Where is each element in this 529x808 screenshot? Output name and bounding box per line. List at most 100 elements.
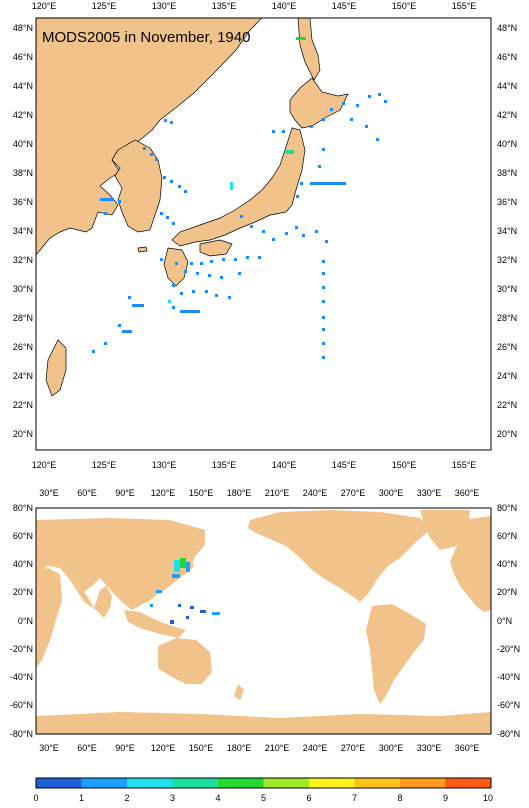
taiwan <box>45 339 67 397</box>
obs-cell <box>200 610 206 613</box>
colorbar-segment <box>400 778 446 788</box>
obs-cell <box>122 330 132 333</box>
obs-cell <box>92 350 95 353</box>
korean-peninsula <box>111 139 163 233</box>
obs-cell <box>322 286 325 289</box>
colorbar-label: 8 <box>397 793 402 803</box>
obs-cell <box>228 296 231 299</box>
lat-label: 0°N <box>497 616 512 626</box>
obs-cell <box>330 108 333 111</box>
obs-cell <box>150 153 153 156</box>
lon-label: 120°E <box>151 488 176 498</box>
obs-cell <box>196 272 199 275</box>
obs-cell <box>128 296 131 299</box>
top-map-lat-labels-left: 48°N 46°N 44°N 42°N 40°N 38°N 36°N 34°N … <box>13 23 33 439</box>
colorbar-segment <box>354 778 400 788</box>
hokkaido <box>289 77 349 129</box>
colorbar-frame <box>35 777 492 789</box>
obs-cell <box>190 262 193 265</box>
world-map-land <box>36 510 491 734</box>
lon-label: 180°E <box>227 488 252 498</box>
lat-label: 36°N <box>13 197 33 207</box>
antarctica <box>36 712 491 734</box>
lon-label: 145°E <box>332 1 357 11</box>
obs-cell <box>286 150 294 154</box>
obs-cell <box>220 276 223 279</box>
obs-cell <box>170 620 174 624</box>
lon-label: 330°E <box>417 743 442 753</box>
obs-cell <box>186 616 189 619</box>
sakhalin <box>297 17 321 81</box>
obs-cell <box>118 200 121 203</box>
colorbar-segment <box>309 778 355 788</box>
lat-label: 30°N <box>497 284 517 294</box>
lon-label: 135°E <box>212 460 237 470</box>
lon-label: 150°E <box>189 743 214 753</box>
colorbar-label: 7 <box>352 793 357 803</box>
obs-cell <box>222 258 225 261</box>
obs-cell <box>200 262 203 265</box>
lat-label: 22°N <box>13 400 33 410</box>
lon-label: 90°E <box>115 743 135 753</box>
top-map-lon-labels-bottom: 120°E 125°E 130°E 135°E 140°E 145°E 150°… <box>32 460 477 470</box>
greenland <box>420 510 470 550</box>
colorbar-segment <box>36 778 82 788</box>
obs-cell <box>172 284 175 287</box>
lon-label: 130°E <box>152 460 177 470</box>
obs-cell <box>246 256 249 259</box>
obs-cell <box>164 119 167 122</box>
lat-label: 20°N <box>13 429 33 439</box>
obs-cell <box>300 182 303 185</box>
lat-label: 34°N <box>13 226 33 236</box>
obs-cell <box>296 37 306 40</box>
obs-cell <box>356 104 359 107</box>
obs-cell <box>150 604 153 607</box>
top-map-lon-labels-top: 120°E 125°E 130°E 135°E 140°E 145°E 150°… <box>32 1 477 11</box>
colorbar-label: 5 <box>261 793 266 803</box>
obs-cell <box>322 356 325 359</box>
obs-cell <box>262 230 265 233</box>
obs-cell <box>322 148 325 151</box>
lon-label: 210°E <box>265 743 290 753</box>
lon-label: 270°E <box>341 743 366 753</box>
colorbar: 0 1 2 3 4 5 6 7 8 9 10 <box>33 777 493 803</box>
shikoku <box>199 239 233 257</box>
lat-label: 44°N <box>13 81 33 91</box>
lon-label: 90°E <box>115 488 135 498</box>
obs-cell <box>166 216 169 219</box>
obs-cell <box>368 95 371 98</box>
obs-cell <box>184 270 187 273</box>
obs-cell <box>282 130 285 133</box>
obs-cell <box>322 328 325 331</box>
obs-cell <box>350 118 353 121</box>
colorbar-label: 1 <box>79 793 84 803</box>
colorbar-label: 2 <box>124 793 129 803</box>
world-map-lat-labels-right: 80°N 60°N 40°N 20°N 0°N -20°N -40°N -60°… <box>497 503 520 739</box>
lat-label: -80°N <box>497 729 520 739</box>
colorbar-label: 3 <box>170 793 175 803</box>
arabia-india <box>70 580 112 618</box>
obs-cell <box>322 272 325 275</box>
lat-label: -80°N <box>10 729 33 739</box>
lon-label: 135°E <box>212 1 237 11</box>
lon-label: 120°E <box>32 460 57 470</box>
obs-cell <box>376 138 379 141</box>
lon-label: 150°E <box>392 460 417 470</box>
world-map-observations <box>150 558 220 624</box>
obs-cell <box>342 102 345 105</box>
europe-africa-east <box>450 516 491 612</box>
lat-label: 80°N <box>13 503 33 513</box>
lat-label: 42°N <box>497 110 517 120</box>
obs-cell <box>190 606 194 609</box>
lat-label: 44°N <box>497 81 517 91</box>
obs-cell <box>210 260 213 263</box>
lat-label: 40°N <box>13 139 33 149</box>
lon-label: 330°E <box>417 488 442 498</box>
obs-cell <box>315 230 318 233</box>
jeju-island <box>137 246 148 253</box>
obs-cell <box>168 300 171 303</box>
lon-label: 140°E <box>272 1 297 11</box>
obs-cell <box>172 222 175 225</box>
lat-label: 32°N <box>13 255 33 265</box>
obs-cell <box>240 215 243 218</box>
